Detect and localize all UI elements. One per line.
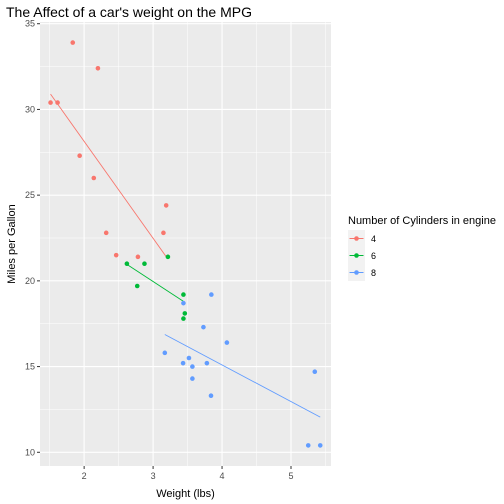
fit-line-8 — [164, 334, 321, 418]
legend-label: 8 — [371, 268, 376, 278]
y-axis: 10 15 20 25 30 35 — [25, 19, 40, 457]
legend-key-point — [354, 236, 359, 241]
data-point-4 — [163, 203, 169, 208]
x-tick-label: 4 — [220, 471, 225, 481]
data-point-8 — [201, 324, 206, 330]
legend-label: 6 — [371, 251, 376, 261]
x-axis: 2 3 4 5 — [82, 466, 294, 481]
plot-panel — [40, 22, 331, 466]
x-tick-label: 3 — [151, 471, 156, 481]
y-tick-label: 30 — [25, 104, 35, 114]
x-tick-label: 5 — [288, 471, 293, 481]
data-point-4 — [95, 65, 101, 71]
data-point-6 — [181, 316, 186, 321]
legend-key-point — [354, 270, 359, 275]
data-point-8 — [209, 292, 214, 297]
data-point-4 — [91, 175, 97, 181]
legend-label: 4 — [371, 234, 376, 244]
data-point-8 — [312, 369, 318, 375]
y-axis-label: Miles per Gallon — [6, 204, 18, 283]
y-tick-label: 10 — [25, 447, 35, 457]
data-points — [48, 40, 323, 448]
data-point-8 — [186, 355, 192, 361]
fit-line-6 — [126, 264, 186, 303]
data-point-8 — [162, 350, 168, 356]
x-tick-label: 2 — [82, 471, 87, 481]
data-point-8 — [181, 300, 186, 306]
data-point-8 — [180, 360, 186, 366]
chart-title: The Affect of a car's weight on the MPG — [6, 4, 252, 20]
legend-items: 4 6 8 — [348, 230, 376, 281]
y-tick-label: 35 — [25, 19, 35, 29]
y-tick-label: 25 — [25, 190, 35, 200]
data-point-8 — [190, 364, 195, 369]
data-point-4 — [103, 230, 109, 236]
data-point-8 — [190, 376, 195, 381]
data-point-8 — [317, 443, 323, 448]
grid-major — [40, 22, 331, 466]
legend-title: Number of Cylinders in engine — [348, 215, 496, 227]
grid-minor — [40, 22, 331, 466]
data-point-6 — [134, 283, 140, 289]
y-tick-label: 15 — [25, 362, 35, 372]
data-point-6 — [181, 292, 186, 297]
data-point-4 — [113, 252, 119, 258]
data-point-8 — [208, 393, 214, 399]
data-point-8 — [204, 360, 210, 366]
data-point-6 — [124, 261, 130, 267]
legend: Number of Cylinders in engine 4 6 8 — [348, 215, 496, 281]
data-point-4 — [48, 100, 53, 105]
legend-item-4: 4 — [348, 230, 376, 247]
data-point-4 — [55, 100, 60, 105]
x-axis-label: Weight (lbs) — [156, 488, 214, 500]
data-point-8 — [305, 443, 311, 448]
fit-line-4 — [50, 93, 167, 257]
legend-item-6: 6 — [348, 247, 376, 264]
data-point-6 — [165, 254, 171, 260]
data-point-4 — [70, 40, 76, 45]
data-point-8 — [224, 340, 230, 345]
legend-item-8: 8 — [348, 264, 376, 281]
data-point-4 — [161, 230, 166, 236]
data-point-4 — [135, 254, 141, 260]
data-point-6 — [182, 311, 188, 316]
data-point-6 — [142, 261, 147, 267]
y-tick-label: 20 — [25, 276, 35, 286]
data-point-4 — [77, 153, 82, 159]
fit-lines — [50, 93, 321, 418]
legend-key-point — [354, 253, 359, 258]
